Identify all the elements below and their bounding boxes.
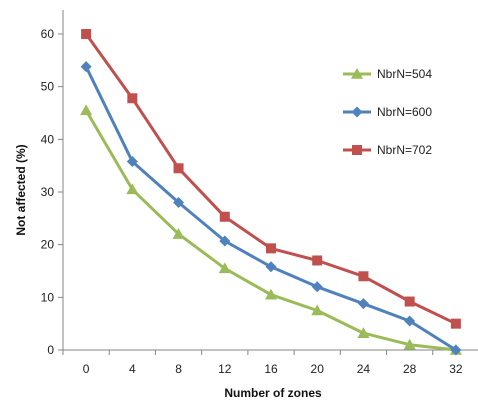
data-point [265,288,277,300]
data-point [126,183,139,195]
legend-entry: NbrN=702 [377,143,432,157]
data-point [312,255,323,266]
plot-area [62,10,478,351]
y-tick-label: 0 [47,343,54,357]
y-axis-label: Not affected (%) [14,144,28,235]
data-point [404,296,415,307]
data-point [81,29,92,39]
data-point [265,261,277,273]
data-point [80,104,93,116]
x-tick-label: 12 [218,362,232,376]
data-point [403,338,416,350]
series-nbrn-504 [80,104,462,355]
y-tick-label: 50 [41,80,55,94]
data-point [311,304,324,316]
data-point [219,211,230,222]
x-tick-label: 16 [264,362,278,376]
legend-marker [351,106,363,118]
data-point [80,61,92,73]
data-point [358,271,369,282]
x-tick-label: 24 [357,362,371,376]
y-tick-label: 10 [41,290,55,304]
y-tick-label: 40 [41,132,55,146]
data-point [404,315,416,327]
data-point [311,281,323,293]
y-axis-ticks: 0 10 20 30 40 50 60 [41,27,63,357]
x-axis-ticks: 0 4 8 12 16 20 24 28 32 [62,350,463,376]
data-point [357,298,369,310]
x-tick-label: 28 [403,362,417,376]
x-tick-label: 4 [129,362,136,376]
data-point [127,93,138,104]
series-nbrn-600 [80,61,462,356]
legend: NbrN=504 NbrN=600 NbrN=702 [343,67,432,157]
data-point [219,235,231,247]
data-point [173,197,185,209]
legend-marker [352,145,362,155]
x-tick-label: 20 [311,362,325,376]
series-layer [80,29,462,356]
x-tick-label: 0 [83,362,90,376]
series-nbrn-702 [81,29,461,329]
x-tick-label: 32 [449,362,463,376]
legend-marker [351,68,363,79]
data-point [173,163,184,174]
data-point [126,155,138,167]
data-point [172,228,185,239]
x-tick-label: 8 [175,362,182,376]
legend-entry: NbrN=504 [377,67,432,81]
y-tick-label: 60 [41,27,55,41]
data-point [450,344,462,356]
y-tick-label: 20 [41,238,55,252]
data-point [218,262,231,274]
y-tick-label: 30 [41,185,55,199]
data-point [266,243,276,254]
legend-entry: NbrN=600 [377,105,432,119]
data-point [357,327,370,338]
x-axis-label: Number of zones [224,386,322,400]
data-point [450,318,461,329]
